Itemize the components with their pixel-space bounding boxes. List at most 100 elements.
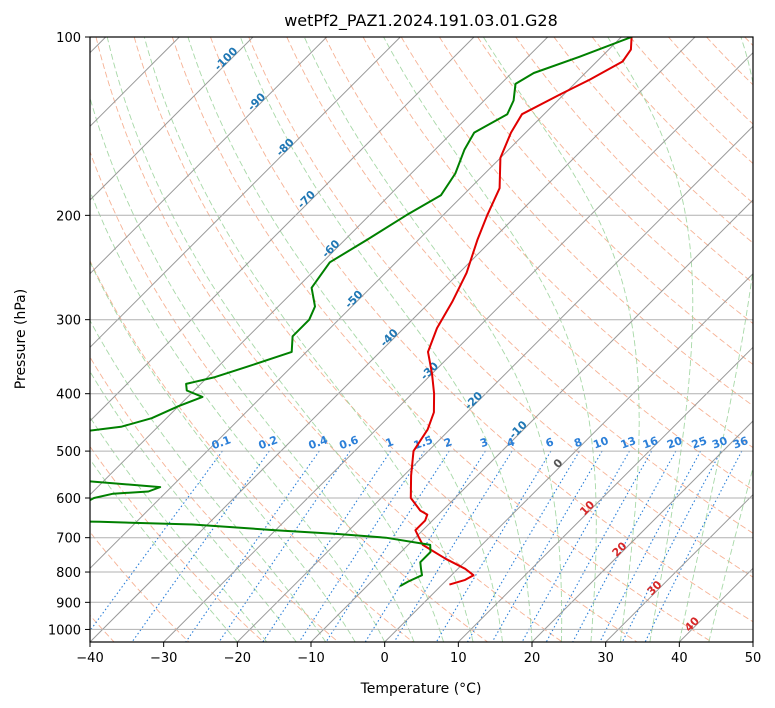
mixing-ratio-label: 3 [478,435,490,450]
isotherm-line [163,51,753,642]
dry-adiabat [90,445,264,642]
mixing-ratio-line [521,450,630,642]
y-tick-label: 200 [56,209,81,224]
isotherm-line [236,125,753,642]
x-tick-label: −10 [297,651,324,666]
isotherm-line [605,493,753,642]
mixing-ratio-label: 25 [690,434,709,451]
isotherm-line [384,272,753,642]
dry-adiabat [95,37,563,642]
x-tick-label: 20 [524,651,541,666]
mixing-ratio-line [185,450,320,642]
mixing-ratio-label: 6 [544,435,556,450]
mixing-ratio-label: 1.5 [412,433,435,452]
mixing-ratio-line [599,450,701,642]
moist-adiabat [678,37,753,642]
isotherm-line [531,420,753,642]
moist-adiabat [90,458,238,642]
moist-adiabat [90,260,356,642]
x-tick-label: 40 [671,651,688,666]
pressure-grid [90,37,753,630]
y-tick-label: 600 [56,492,81,507]
mixing-ratio-line [572,450,677,642]
moist-adiabat [239,37,533,642]
mixing-ratio-line [131,450,270,642]
sounding-series [90,37,633,587]
isotherm-line [90,37,696,642]
mixing-ratio-label: 8 [572,435,584,450]
isotherm-line [90,37,328,275]
moist-adiabat [607,37,694,642]
mixing-ratio-label: 1 [384,435,396,450]
dry-adiabat [90,531,190,642]
moist-adiabat [90,416,268,642]
mixing-ratio-label: 13 [619,434,638,451]
moist-adiabat [303,37,563,642]
dry-adiabat [400,37,753,407]
mixing-ratio-label: 0.6 [338,433,361,452]
y-tick-label: 100 [56,31,81,46]
y-tick-label: 300 [56,314,81,329]
mixing-ratio-label: 0.2 [257,433,280,452]
y-tick-label: 700 [56,532,81,547]
y-tick-label: 400 [56,388,81,403]
mixing-ratio-line [218,450,351,642]
y-axis-ticks: 100 200 300 400 500 600 700 800 900 1000 [48,31,90,638]
x-axis-label: Temperature (°C) [360,681,482,697]
isotherm-grid [90,37,753,642]
moist-adiabat [383,37,597,642]
mixing-ratio-line [467,450,580,642]
dry-adiabat [591,37,753,204]
x-tick-label: −20 [224,651,251,666]
isotherm-line [90,37,475,422]
mixing-ratio-label: 30 [710,434,729,452]
isotherm-line [90,37,401,349]
x-tick-label: 0 [381,651,389,666]
mixing-ratio-label: 16 [641,434,660,452]
plot-frame [89,36,754,643]
mixing-ratio-line [491,450,603,642]
moist-adiabat [143,37,474,642]
x-tick-label: −30 [150,651,177,666]
y-axis-label: Pressure (hPa) [13,289,29,389]
y-tick-label: 800 [56,566,81,581]
dry-adiabat [90,259,414,642]
isotherm-line [90,37,549,496]
x-tick-label: −40 [76,651,103,666]
y-tick-label: 900 [56,596,81,611]
chart-title: wetPf2_PAZ1.2024.191.03.01.G28 [284,11,558,31]
dry-adiabat [362,37,753,449]
moist-adiabat [90,370,297,642]
moist-adiabat [187,37,503,642]
mixing-ratio-label: 36 [731,434,750,452]
mixing-ratio-line [435,450,552,642]
mixing-ratio-label: 10 [591,434,610,452]
y-tick-label: 500 [56,445,81,460]
dry-adiabat [477,37,753,325]
moist-adiabat [90,190,386,642]
dry-adiabat [210,37,753,623]
moist-adiabats [90,37,753,642]
isotherm-line [457,346,753,642]
mixing-ratio-label: 2 [442,435,454,450]
mixing-ratio-labels: 0.1 0.2 0.4 0.6 1 1.5 2 3 4 6 8 10 13 16 20 25 30 36 [210,433,751,452]
dry-adiabat [515,37,753,284]
mixing-ratio-label: 20 [665,434,684,452]
x-axis-ticks: −40 −30 −20 −10 0 10 20 30 40 50 [76,642,761,666]
x-tick-label: 50 [745,651,762,666]
dry-adiabat [90,356,339,642]
mixing-ratio-line [621,450,722,642]
mixing-ratio-line [393,450,513,642]
moist-adiabat [483,37,640,642]
x-tick-label: 30 [597,651,614,666]
dewpoint-line [90,37,632,587]
x-tick-label: 10 [450,651,467,666]
isotherm-line [90,37,254,201]
dry-adiabat [171,37,712,642]
isotherm-line [90,37,622,570]
mixing-ratio-label: 4 [505,435,517,450]
moist-adiabat [106,37,445,642]
dry-adiabat [248,37,753,578]
